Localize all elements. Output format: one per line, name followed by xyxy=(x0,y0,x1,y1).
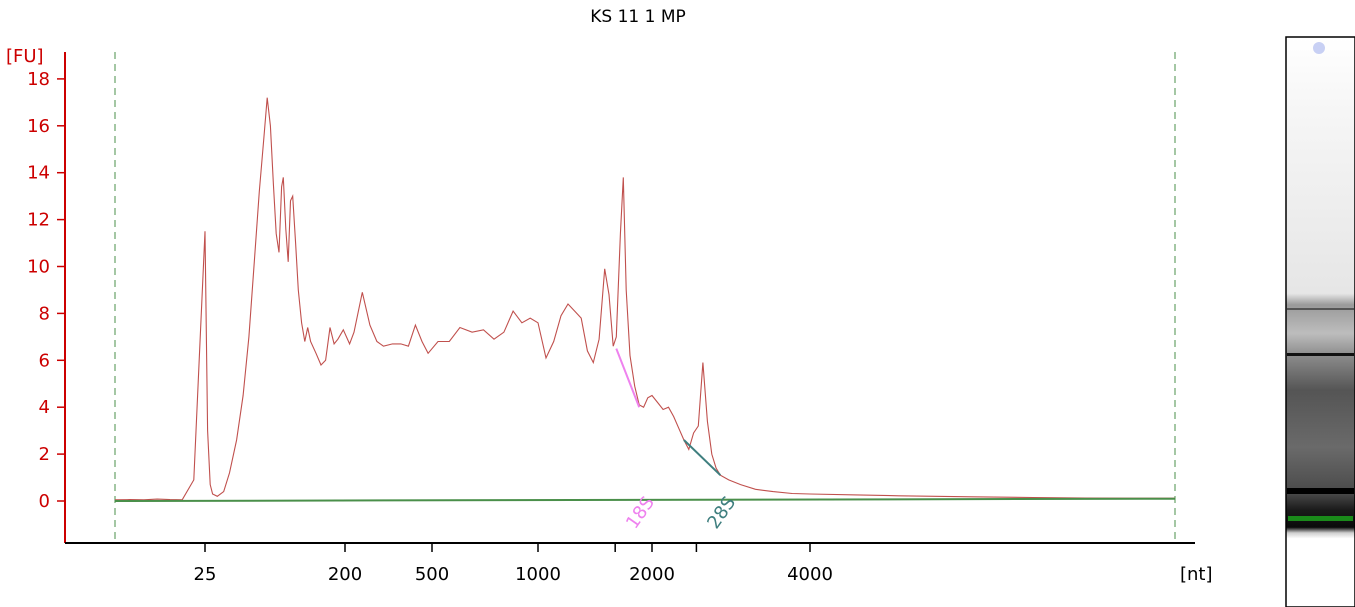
y-tick-label: 12 xyxy=(27,210,50,231)
y-tick-label: 0 xyxy=(39,491,50,512)
y-axis-unit-label: [FU] xyxy=(6,46,44,67)
gel-lane-background xyxy=(1285,36,1355,607)
series-line-0 xyxy=(114,97,1175,501)
y-tick-label: 10 xyxy=(27,257,50,278)
x-tick-label: 200 xyxy=(328,564,362,585)
series-line-2 xyxy=(683,439,722,476)
x-axis-unit-label: [nt] xyxy=(1180,564,1213,585)
y-tick-label: 18 xyxy=(27,69,50,90)
gel-band xyxy=(1287,353,1354,356)
gel-lane xyxy=(1285,36,1355,607)
axes-group: 0 2 4 6 8 10 12 14 16 18 25 200 500 1000 2000 4000 xyxy=(27,52,1195,585)
plot-area: 18S 28S xyxy=(114,97,1176,533)
x-tick-label: 500 xyxy=(415,564,449,585)
y-tick-label: 2 xyxy=(39,444,50,465)
y-tick-label: 14 xyxy=(27,163,50,184)
series-line-1 xyxy=(615,348,641,408)
peak-annotation-label: 18S xyxy=(622,493,659,533)
x-tick-label: 4000 xyxy=(787,564,833,585)
y-tick-label: 16 xyxy=(27,116,50,137)
chart-title: KS 11 1 MP xyxy=(590,7,686,27)
x-tick-label: 1000 xyxy=(515,564,561,585)
y-tick-label: 8 xyxy=(39,303,50,324)
x-tick-label: 2000 xyxy=(629,564,675,585)
gel-marker-band xyxy=(1288,516,1353,521)
gel-band xyxy=(1287,488,1354,494)
x-tick-label: 25 xyxy=(194,564,217,585)
gel-band xyxy=(1287,308,1354,310)
series-line-3 xyxy=(114,497,1176,502)
y-tick-label: 6 xyxy=(39,350,50,371)
y-tick-label: 4 xyxy=(39,397,50,418)
gel-marker-dot xyxy=(1313,42,1325,54)
